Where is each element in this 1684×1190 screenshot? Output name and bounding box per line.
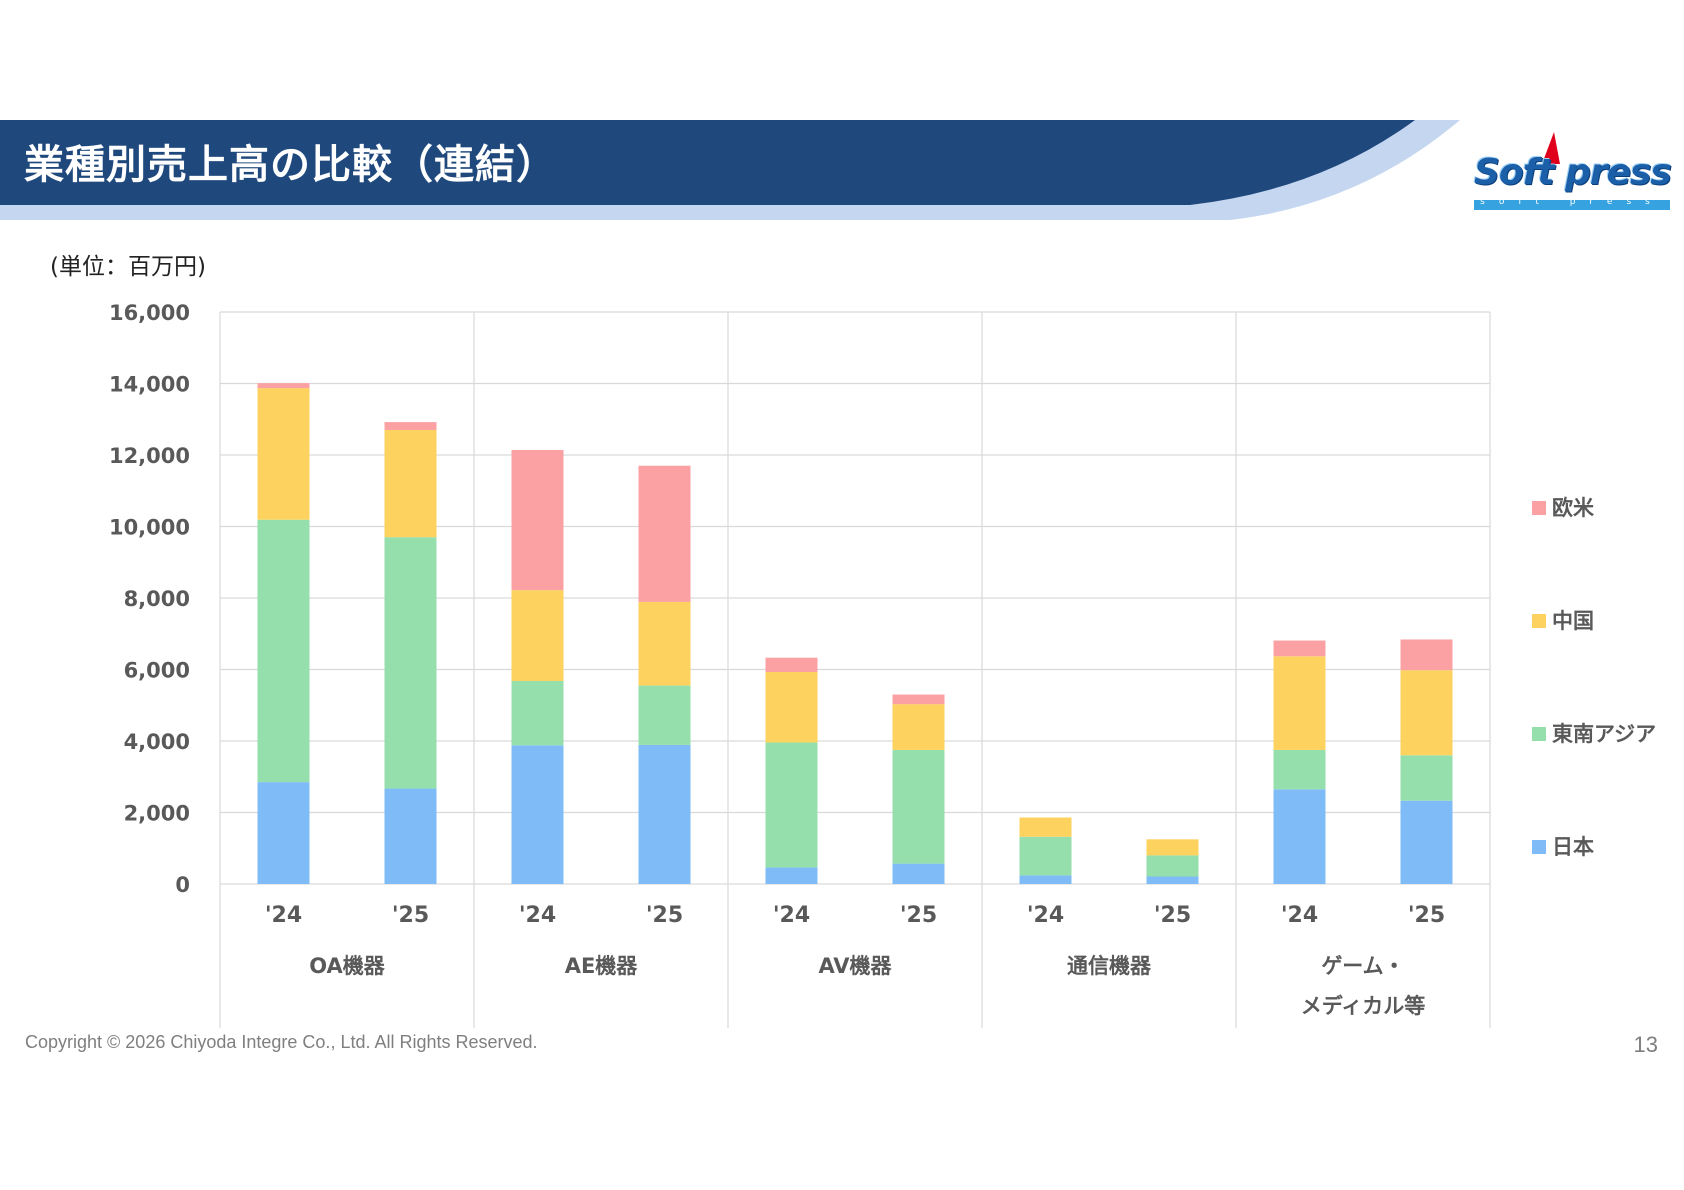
bar-segment [384,537,437,789]
legend-label: 中国 [1552,609,1594,633]
bar-segment [511,590,564,681]
legend-swatch [1532,840,1546,854]
legend-swatch [1532,614,1546,628]
bar-segment [1400,670,1453,756]
bar-segment [892,694,945,705]
x-tick-label: '25 [1154,903,1191,928]
bar-segment [892,704,945,750]
bar-segment [1019,836,1072,876]
bar-segment [1273,656,1326,750]
group-label: 通信機器 [1067,954,1152,978]
bar-segment [638,601,691,686]
x-tick-label: '24 [1281,903,1318,928]
bars-layer [257,383,1453,884]
y-tick-label: 12,000 [109,444,190,468]
bar-segment [1146,876,1199,884]
copyright-text: Copyright © 2026 Chiyoda Integre Co., Lt… [25,1032,538,1052]
x-tick-label: '25 [392,903,429,928]
bar-segment [638,685,691,745]
group-label: ゲーム・ [1321,954,1404,978]
y-tick-label: 10,000 [109,516,190,540]
bar-segment [257,519,310,783]
group-label: OA機器 [309,954,386,978]
logo-subline: soft press [1480,197,1664,207]
bar-segment [765,867,818,884]
y-tick-label: 4,000 [124,730,190,754]
legend-swatch [1532,727,1546,741]
bar-segment [257,383,310,389]
x-tick-label: '25 [900,903,937,928]
logo-wordmark: Soft press [1474,152,1672,193]
bar-segment [1400,639,1453,671]
bar-segment [765,672,818,743]
softpress-logo: Soft press soft press [1470,130,1675,226]
bar-segment [765,742,818,868]
bar-segment [257,782,310,884]
bar-segment [1146,855,1199,877]
header-banner [0,120,1460,220]
stacked-bar-chart: 0 2,000 4,000 6,000 8,000 10,000 12,000 14,000 1… [109,301,1656,1028]
y-tick-label: 14,000 [109,373,190,397]
bar-segment [1019,817,1072,837]
bar-segment [1400,755,1453,801]
y-tick-label: 0 [175,873,190,897]
y-tick-label: 2,000 [124,802,190,826]
bar-segment [1400,800,1453,884]
bar-segment [638,465,691,602]
bar-segment [511,680,564,746]
axis-layer: 0 2,000 4,000 6,000 8,000 10,000 12,000 14,000 1… [109,301,1445,1018]
bar-segment [1273,640,1326,657]
bar-segment [1146,839,1199,856]
x-tick-label: '24 [265,903,302,928]
bar-segment [1273,789,1326,884]
unit-label: (単位：百万円) [50,254,206,280]
bar-segment [384,429,437,538]
page-number: 13 [1633,1032,1658,1057]
y-tick-label: 8,000 [124,587,190,611]
bar-segment [638,744,691,884]
logo-flag-icon [1542,132,1560,164]
bar-segment [511,745,564,884]
bar-segment [257,388,310,520]
bar-segment [384,788,437,884]
legend-swatch [1532,501,1546,515]
x-tick-label: '24 [773,903,810,928]
bar-segment [384,422,437,430]
bar-segment [765,657,818,673]
bar-segment [1019,875,1072,884]
legend-label: 欧米 [1552,496,1595,520]
x-tick-label: '25 [1408,903,1445,928]
y-tick-label: 16,000 [109,301,190,325]
bar-segment [511,449,564,591]
x-tick-label: '24 [1027,903,1064,928]
bar-segment [892,749,945,864]
group-label: AE機器 [565,954,639,978]
header-bar [0,120,1415,205]
page-title: 業種別売上高の比較（連結） [24,142,557,188]
logo-subline-bar: soft press [1474,197,1670,210]
bar-segment [1273,749,1326,790]
legend-label: 東南アジア [1552,722,1656,746]
y-tick-label: 6,000 [124,659,190,683]
group-label: AV機器 [818,954,892,978]
x-tick-label: '24 [519,903,556,928]
group-label: メディカル等 [1301,994,1426,1018]
bar-segment [892,863,945,884]
legend-label: 日本 [1552,835,1594,859]
x-tick-label: '25 [646,903,683,928]
